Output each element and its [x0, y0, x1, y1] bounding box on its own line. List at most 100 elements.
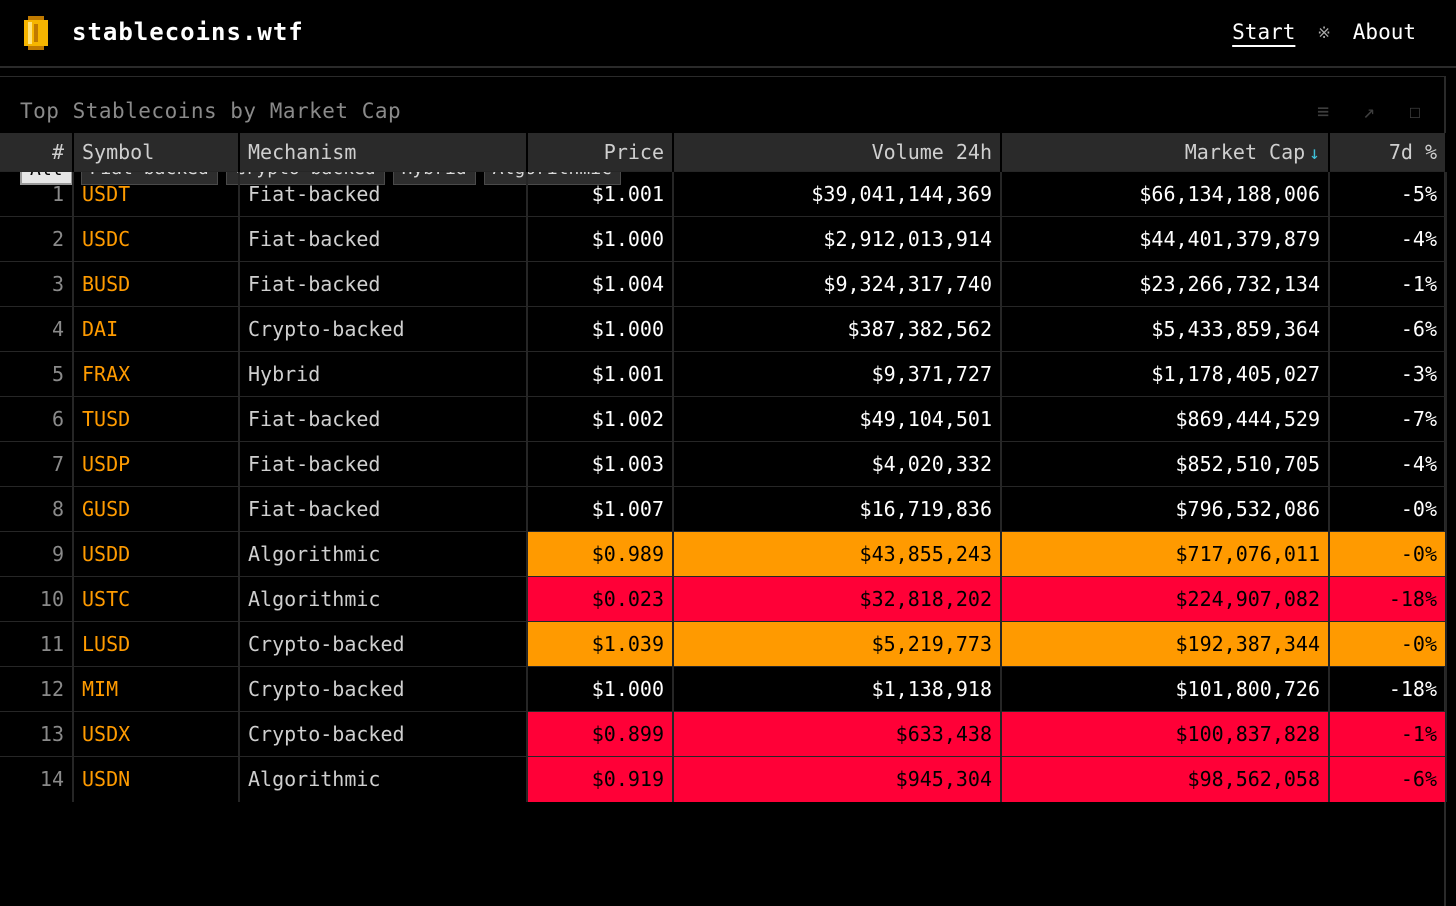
row-symbol[interactable]: LUSD	[73, 621, 240, 667]
row-volume: $1,138,918	[673, 666, 1002, 712]
row-rank: 6	[0, 396, 74, 442]
row-mechanism: Crypto-backed	[239, 621, 528, 667]
row-mechanism: Algorithmic	[239, 531, 528, 577]
table-row[interactable]: 1 USDT Fiat-backed $1.001 $39,041,144,369 $66…	[0, 171, 1447, 217]
row-rank: 4	[0, 306, 74, 352]
row-rank: 7	[0, 441, 74, 487]
table-row[interactable]: 11 LUSD Crypto-backed $1.039 $5,219,773 $192,…	[0, 621, 1447, 667]
row-volume: $49,104,501	[673, 396, 1002, 442]
row-7d-change: -18%	[1329, 666, 1447, 712]
nav-about-link[interactable]: About	[1352, 20, 1416, 44]
row-volume: $16,719,836	[673, 486, 1002, 532]
table-row[interactable]: 10 USTC Algorithmic $0.023 $32,818,202 $224,9…	[0, 576, 1447, 622]
row-volume: $43,855,243	[673, 531, 1002, 577]
row-mechanism: Crypto-backed	[239, 306, 528, 352]
table-row[interactable]: 12 MIM Crypto-backed $1.000 $1,138,918 $101,8…	[0, 666, 1447, 712]
row-mechanism: Crypto-backed	[239, 666, 528, 712]
row-market-cap: $1,178,405,027	[1001, 351, 1330, 397]
row-symbol[interactable]: USDT	[73, 171, 240, 217]
row-7d-change: -1%	[1329, 711, 1447, 757]
row-7d-change: -6%	[1329, 756, 1447, 802]
row-volume: $9,371,727	[673, 351, 1002, 397]
column-header-rank[interactable]: #	[0, 133, 74, 172]
row-rank: 1	[0, 171, 74, 217]
table-row[interactable]: 6 TUSD Fiat-backed $1.002 $49,104,501 $869,44…	[0, 396, 1447, 442]
row-market-cap: $852,510,705	[1001, 441, 1330, 487]
expand-icon[interactable]: ↗	[1362, 99, 1376, 123]
table-row[interactable]: 2 USDC Fiat-backed $1.000 $2,912,013,914 $44,…	[0, 216, 1447, 262]
row-symbol[interactable]: USDP	[73, 441, 240, 487]
table-row[interactable]: 13 USDX Crypto-backed $0.899 $633,438 $100,83…	[0, 711, 1447, 757]
row-price: $0.919	[527, 756, 674, 802]
row-mechanism: Fiat-backed	[239, 486, 528, 532]
table-row[interactable]: 14 USDN Algorithmic $0.919 $945,304 $98,562,0…	[0, 756, 1447, 802]
row-volume: $387,382,562	[673, 306, 1002, 352]
row-symbol[interactable]: USDN	[73, 756, 240, 802]
row-market-cap: $66,134,188,006	[1001, 171, 1330, 217]
row-symbol[interactable]: MIM	[73, 666, 240, 712]
column-header-7d-change[interactable]: 7d %	[1329, 133, 1447, 172]
row-volume: $633,438	[673, 711, 1002, 757]
menu-icon[interactable]: ≡	[1316, 99, 1330, 123]
table-row[interactable]: 9 USDD Algorithmic $0.989 $43,855,243 $717,07…	[0, 531, 1447, 577]
top-nav: Start ※ About	[1232, 20, 1416, 44]
row-price: $1.000	[527, 216, 674, 262]
table-row[interactable]: 5 FRAX Hybrid $1.001 $9,371,727 $1,178,405,02…	[0, 351, 1447, 397]
row-7d-change: -3%	[1329, 351, 1447, 397]
coin-logo-icon[interactable]	[24, 16, 48, 50]
row-mechanism: Hybrid	[239, 351, 528, 397]
row-symbol[interactable]: TUSD	[73, 396, 240, 442]
row-price: $1.001	[527, 171, 674, 217]
stablecoins-table: # Symbol Mechanism Price Volume 24h Mark…	[0, 133, 1447, 802]
row-market-cap: $5,433,859,364	[1001, 306, 1330, 352]
column-header-market-cap[interactable]: Market Cap ↓	[1001, 133, 1330, 172]
row-symbol[interactable]: USDX	[73, 711, 240, 757]
row-mechanism: Algorithmic	[239, 576, 528, 622]
row-symbol[interactable]: USDD	[73, 531, 240, 577]
row-mechanism: Fiat-backed	[239, 171, 528, 217]
row-mechanism: Algorithmic	[239, 756, 528, 802]
market-cap-label: Market Cap	[1184, 140, 1306, 164]
nav-start-link[interactable]: Start	[1232, 20, 1296, 44]
fullscreen-icon[interactable]: ☐	[1408, 99, 1422, 123]
row-volume: $945,304	[673, 756, 1002, 802]
row-rank: 11	[0, 621, 74, 667]
row-mechanism: Fiat-backed	[239, 261, 528, 307]
row-symbol[interactable]: USTC	[73, 576, 240, 622]
row-price: $1.002	[527, 396, 674, 442]
row-price: $1.007	[527, 486, 674, 532]
row-7d-change: -0%	[1329, 486, 1447, 532]
table-row[interactable]: 3 BUSD Fiat-backed $1.004 $9,324,317,740 $23,…	[0, 261, 1447, 307]
sort-desc-icon[interactable]: ↓	[1309, 143, 1320, 164]
app-header: stablecoins.wtf Start ※ About	[0, 0, 1456, 68]
column-header-symbol[interactable]: Symbol	[73, 133, 240, 172]
row-price: $1.000	[527, 666, 674, 712]
row-symbol[interactable]: FRAX	[73, 351, 240, 397]
row-7d-change: -4%	[1329, 441, 1447, 487]
row-volume: $4,020,332	[673, 441, 1002, 487]
row-market-cap: $100,837,828	[1001, 711, 1330, 757]
table-row[interactable]: 8 GUSD Fiat-backed $1.007 $16,719,836 $796,53…	[0, 486, 1447, 532]
row-rank: 5	[0, 351, 74, 397]
table-header-row: # Symbol Mechanism Price Volume 24h Mark…	[0, 133, 1447, 172]
row-symbol[interactable]: DAI	[73, 306, 240, 352]
row-mechanism: Fiat-backed	[239, 216, 528, 262]
row-symbol[interactable]: GUSD	[73, 486, 240, 532]
row-rank: 14	[0, 756, 74, 802]
row-price: $0.899	[527, 711, 674, 757]
row-volume: $39,041,144,369	[673, 171, 1002, 217]
table-row[interactable]: 7 USDP Fiat-backed $1.003 $4,020,332 $852,510…	[0, 441, 1447, 487]
row-price: $0.989	[527, 531, 674, 577]
column-header-mechanism[interactable]: Mechanism	[239, 133, 528, 172]
table-row[interactable]: 4 DAI Crypto-backed $1.000 $387,382,562 $5,43…	[0, 306, 1447, 352]
column-header-volume[interactable]: Volume 24h	[673, 133, 1002, 172]
column-header-price[interactable]: Price	[527, 133, 674, 172]
row-symbol[interactable]: BUSD	[73, 261, 240, 307]
row-symbol[interactable]: USDC	[73, 216, 240, 262]
row-market-cap: $717,076,011	[1001, 531, 1330, 577]
row-market-cap: $224,907,082	[1001, 576, 1330, 622]
row-price: $1.001	[527, 351, 674, 397]
row-rank: 12	[0, 666, 74, 712]
brand-name[interactable]: stablecoins.wtf	[72, 18, 304, 46]
row-volume: $5,219,773	[673, 621, 1002, 667]
